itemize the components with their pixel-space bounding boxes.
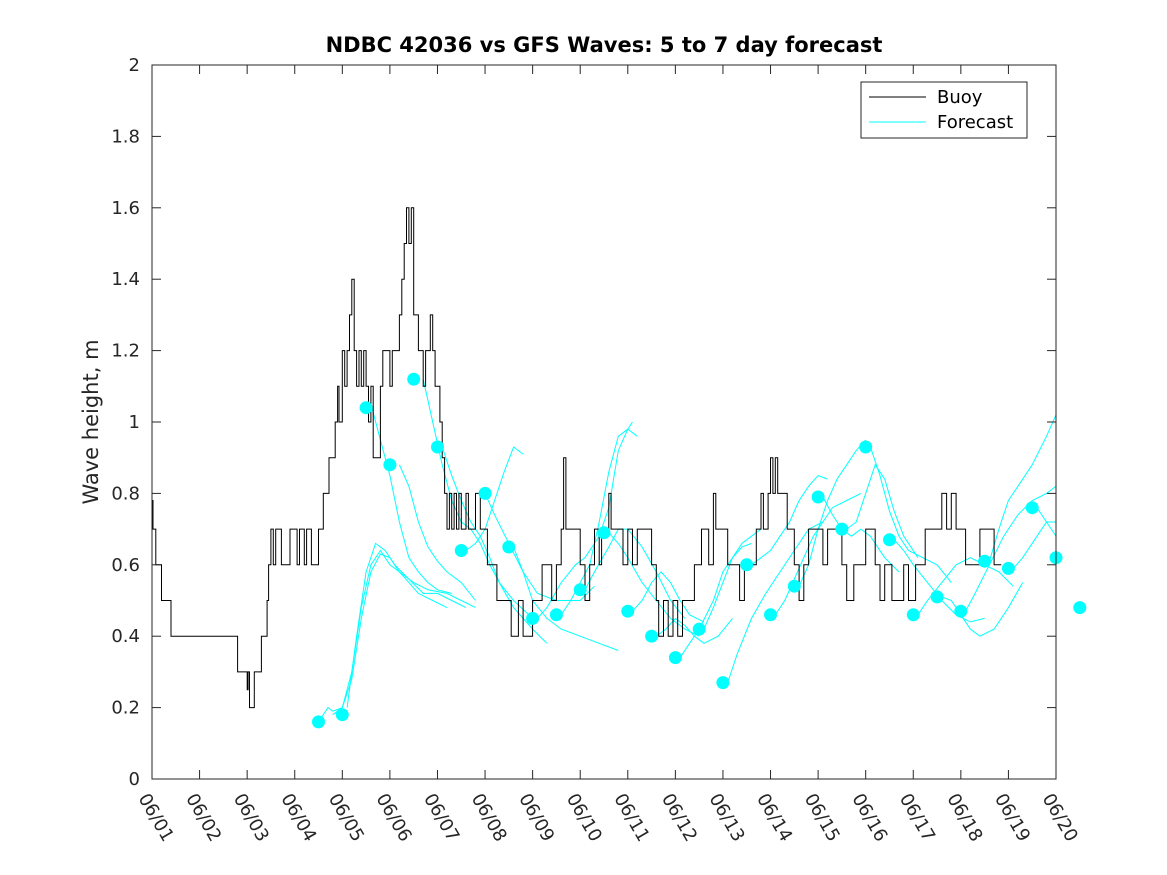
forecast-run-line	[917, 557, 1014, 616]
forecast-marker	[835, 522, 849, 536]
forecast-run-line	[988, 414, 1056, 562]
forecast-marker	[978, 554, 992, 568]
forecast-marker	[859, 440, 873, 454]
forecast-marker	[740, 558, 754, 572]
forecast-marker	[335, 708, 349, 722]
buoy-series	[152, 207, 1002, 709]
y-tick-label: 0.2	[111, 698, 140, 719]
legend-forecast-label: Forecast	[937, 112, 1013, 133]
forecast-marker	[383, 458, 397, 472]
forecast-run-line	[537, 428, 638, 619]
forecast-run-line	[822, 496, 900, 573]
forecast-run-line	[703, 528, 762, 630]
forecast-run-line	[513, 546, 619, 651]
forecast-run-line	[370, 403, 452, 594]
forecast-markers	[312, 372, 1087, 729]
chart-title: NDBC 42036 vs GFS Waves: 5 to 7 day fore…	[326, 33, 883, 57]
forecast-run-line	[632, 571, 705, 623]
forecast-marker	[930, 590, 944, 604]
forecast-run-line	[560, 421, 633, 616]
forecast-marker	[312, 715, 325, 729]
forecast-run-line	[869, 446, 952, 583]
forecast-run-line	[656, 617, 733, 644]
forecast-marker	[502, 540, 516, 554]
forecast-marker	[359, 401, 373, 415]
forecast-marker	[454, 544, 468, 557]
forecast-marker	[883, 533, 896, 547]
y-tick-label: 1.6	[111, 198, 140, 219]
forecast-marker	[407, 372, 421, 386]
forecast-run-line	[346, 542, 467, 708]
forecast-marker	[645, 629, 659, 643]
y-axis-label: Wave height, m	[79, 339, 103, 504]
y-tick-label: 0.4	[111, 626, 140, 647]
forecast-marker	[621, 604, 635, 618]
forecast-marker	[692, 622, 706, 636]
legend: Buoy Forecast	[860, 81, 1028, 139]
forecast-marker	[1001, 561, 1015, 575]
forecast-marker	[906, 608, 920, 622]
y-tick-label: 2	[129, 55, 140, 76]
plot-area	[152, 65, 1056, 779]
y-tick-labels: 0 0.2 0.4 0.6 0.8 1 1.2 1.4 1.6 1.8 2	[111, 55, 140, 790]
y-tick-label: 0.6	[111, 555, 140, 576]
y-tick-label: 0.8	[111, 483, 140, 504]
forecast-run-line	[774, 492, 862, 616]
forecast-run-line	[1036, 507, 1056, 537]
y-tick-label: 1.2	[111, 341, 140, 362]
forecast-run-line	[679, 542, 752, 658]
forecast-run-line	[965, 485, 1056, 612]
y-tick-label: 0	[129, 769, 140, 790]
forecast-marker	[1025, 501, 1039, 515]
forecast-marker	[526, 611, 540, 625]
forecast-run-line	[751, 475, 828, 566]
legend-buoy-label: Buoy	[937, 87, 983, 108]
forecast-marker	[811, 490, 825, 504]
forecast-run-line	[846, 463, 919, 558]
forecast-marker	[764, 608, 777, 622]
forecast-run-line	[465, 446, 524, 551]
buoy-line	[152, 207, 1002, 709]
y-tick-label: 1	[129, 412, 140, 433]
y-tick-label: 1.8	[111, 126, 140, 147]
forecast-run-line	[484, 493, 595, 601]
forecast-run-line	[318, 553, 448, 723]
forecast-run-line	[398, 464, 476, 601]
forecast-marker	[716, 676, 730, 690]
forecast-run-line	[798, 439, 867, 587]
y-tick-label: 1.4	[111, 269, 140, 290]
forecast-marker	[668, 651, 682, 665]
forecast-run-line	[941, 582, 1024, 637]
forecast-marker	[478, 486, 492, 500]
forecast-marker	[549, 608, 563, 622]
forecast-marker	[1073, 601, 1087, 615]
forecast-marker	[431, 440, 444, 454]
forecast-run-line	[727, 521, 824, 683]
forecast-marker	[787, 579, 801, 593]
legend-box	[860, 81, 1028, 139]
forecast-marker	[954, 604, 968, 618]
axis-ticks	[151, 64, 1057, 780]
forecast-marker	[597, 526, 611, 540]
forecast-marker	[573, 583, 587, 597]
forecast-series	[318, 379, 1056, 723]
